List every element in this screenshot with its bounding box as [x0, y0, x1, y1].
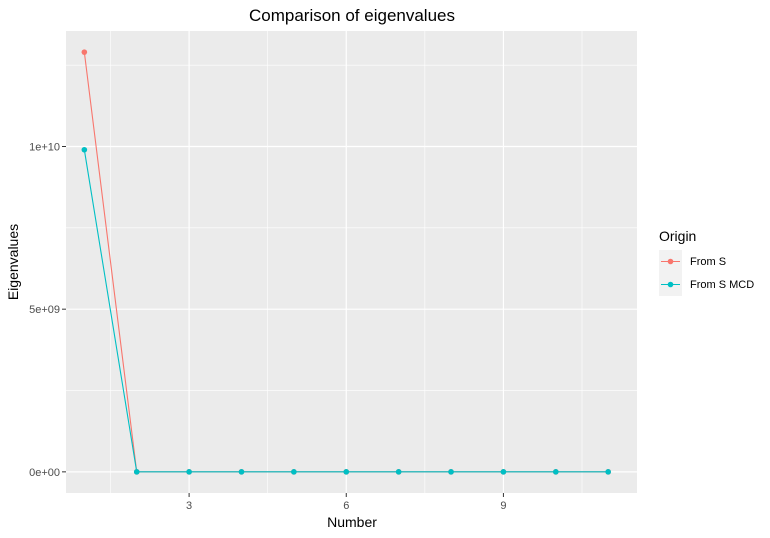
- data-point: [291, 469, 297, 475]
- data-point: [343, 469, 350, 475]
- legend-item: From S MCD: [659, 273, 754, 296]
- legend-key-point: [667, 281, 674, 288]
- legend-label: From S MCD: [690, 279, 754, 291]
- y-tick-label: 5e+09: [29, 304, 60, 316]
- x-tick-label: 3: [186, 500, 192, 512]
- legend-item: From S: [659, 250, 726, 273]
- data-point: [186, 469, 192, 475]
- data-point: [553, 469, 559, 475]
- x-axis-label: Number: [327, 514, 377, 530]
- data-point: [81, 49, 88, 55]
- data-point: [81, 146, 88, 153]
- x-tick-label: 9: [500, 500, 506, 512]
- legend-title: Origin: [659, 228, 696, 244]
- series-2: [81, 146, 611, 475]
- data-point: [500, 469, 507, 475]
- data-series: [81, 49, 611, 475]
- data-point: [605, 469, 611, 475]
- legend-label: From S: [690, 256, 726, 268]
- data-point: [395, 469, 402, 475]
- data-point: [448, 469, 454, 475]
- legend-keys: From S From S MCD: [659, 250, 754, 296]
- data-point: [238, 469, 245, 475]
- y-tick-label: 1e+10: [29, 142, 60, 154]
- plot-panel: [66, 31, 637, 493]
- data-point: [133, 469, 140, 475]
- axes: 3 6 9 0e+00 5e+09 1e+10: [29, 142, 506, 513]
- legend-key-point: [667, 258, 674, 265]
- chart-title: Comparison of eigenvalues: [249, 6, 455, 25]
- legend: Origin From S From S MCD: [659, 228, 754, 296]
- y-axis-label: Eigenvalues: [5, 224, 21, 300]
- x-tick-label: 6: [343, 500, 349, 512]
- y-tick-label: 0e+00: [29, 467, 60, 479]
